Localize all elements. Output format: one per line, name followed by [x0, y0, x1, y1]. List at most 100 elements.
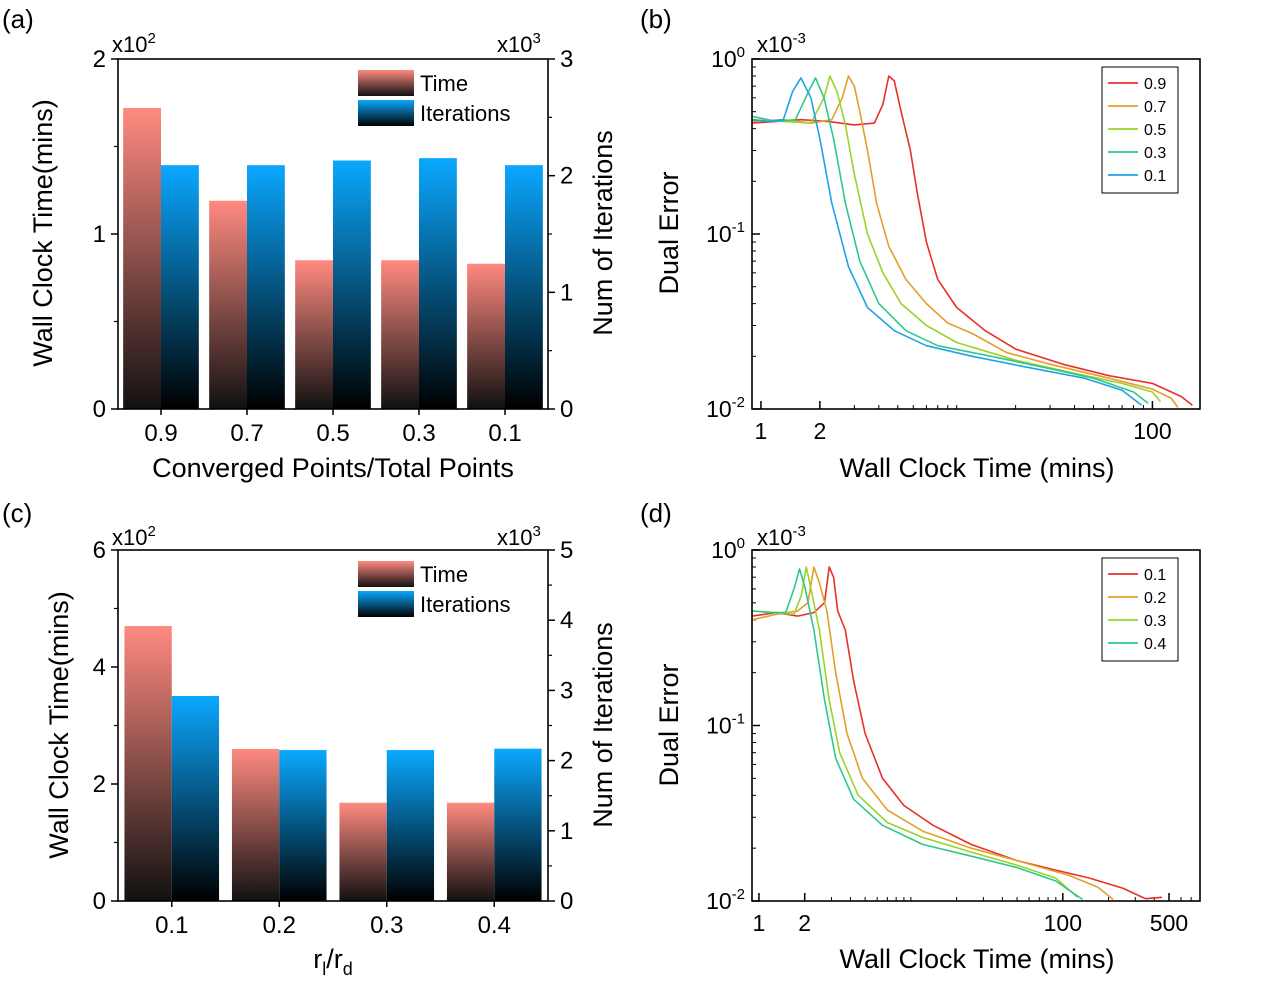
- bar-iterations-a-0: [161, 165, 199, 409]
- legend-swatch-iterations-c: [358, 591, 414, 617]
- y-axis-title-left-a: Wall Clock Time(mins): [28, 99, 58, 367]
- panel-a: (a) x102 x103 Wall Clock Time(mins) Num …: [2, 4, 618, 483]
- series-line-d-2: [751, 566, 1079, 898]
- panel-c: (c) x102 x103 Wall Clock Time(mins) Num …: [2, 498, 618, 979]
- panel-label-a: (a): [2, 4, 34, 34]
- legend-label-time-c: Time: [420, 562, 468, 587]
- y-axis-title-right-a: Num of Iterations: [588, 130, 618, 336]
- legend-label-d-1: 0.2: [1144, 590, 1166, 607]
- bar-time-a-2: [295, 260, 333, 409]
- y-tick-label-left-c: 6: [93, 537, 106, 564]
- legend-label-b-2: 0.5: [1144, 122, 1166, 139]
- y-tick-label-right-a: 1: [560, 279, 573, 306]
- panel-d: (d) x10-3 Dual Error Wall Clock Time (mi…: [640, 498, 1201, 974]
- x-tick-label-d: 1: [753, 910, 766, 936]
- y-tick-label-right-c: 3: [560, 677, 573, 704]
- legend-label-d-2: 0.3: [1144, 613, 1166, 630]
- y-tick-label-b: 10-1: [706, 219, 745, 247]
- y-tick-label-left-c: 4: [93, 654, 106, 681]
- legend-label-iterations-a: Iterations: [420, 101, 511, 126]
- multiplier-right-a: x103: [497, 30, 541, 57]
- series-line-b-3: [751, 77, 1149, 404]
- x-tick-label-a: 0.3: [402, 420, 435, 447]
- series-line-d-1: [751, 566, 1114, 901]
- multiplier-d: x10-3: [757, 523, 806, 550]
- legend-label-d-0: 0.1: [1144, 567, 1166, 584]
- y-tick-label-d: 100: [711, 535, 745, 563]
- plot-area-c: 0.1 0.2 0.3 0.4 0 2 4 6 0 1 2 3 4 5 Time Iterations: [93, 537, 574, 939]
- legend-label-time-a: Time: [420, 71, 468, 96]
- y-axis-title-d: Dual Error: [654, 663, 684, 786]
- y-tick-label-right-c: 4: [560, 607, 573, 634]
- y-axis-title-right-c: Num of Iterations: [588, 622, 618, 828]
- x-tick-label-a: 0.7: [230, 420, 263, 447]
- y-tick-label-b: 100: [711, 44, 745, 72]
- legend-label-d-3: 0.4: [1144, 636, 1166, 653]
- bar-iterations-c-1: [279, 750, 327, 901]
- y-tick-label-right-a: 3: [560, 46, 573, 73]
- bar-iterations-c-3: [494, 748, 542, 901]
- legend-label-b-4: 0.1: [1144, 168, 1166, 185]
- legend-label-b-1: 0.7: [1144, 99, 1166, 116]
- multiplier-right-c: x103: [497, 523, 541, 550]
- legend-label-b-0: 0.9: [1144, 76, 1166, 93]
- y-tick-label-right-a: 0: [560, 396, 573, 423]
- series-line-d-0: [751, 566, 1163, 900]
- panel-b: (b) x10-3 Dual Error Wall Clock Time (mi…: [640, 4, 1201, 483]
- legend-label-iterations-c: Iterations: [420, 592, 511, 617]
- bar-time-a-4: [467, 263, 505, 409]
- x-tick-label-d: 2: [798, 910, 811, 936]
- plot-area-b: 1 2 100 100 10-1 10-2 0.9 0.7 0.5 0.3 0.1: [706, 44, 1201, 444]
- bar-iterations-a-2: [333, 160, 371, 409]
- bar-iterations-c-0: [171, 696, 220, 901]
- x-tick-label-c: 0.3: [370, 912, 403, 939]
- bar-time-a-0: [123, 108, 161, 409]
- bar-iterations-a-1: [247, 165, 285, 409]
- y-tick-label-right-c: 1: [560, 818, 573, 845]
- x-tick-label-b: 1: [755, 418, 768, 444]
- x-tick-label-c: 0.2: [263, 912, 296, 939]
- y-tick-label-right-c: 5: [560, 537, 573, 564]
- x-axis-title-d: Wall Clock Time (mins): [839, 944, 1114, 974]
- panel-label-d: (d): [640, 498, 672, 528]
- x-tick-label-a: 0.5: [316, 420, 349, 447]
- x-tick-label-d: 500: [1150, 910, 1188, 936]
- y-tick-label-left-c: 2: [93, 771, 106, 798]
- multiplier-left-c: x102: [112, 523, 156, 550]
- y-tick-label-right-c: 2: [560, 748, 573, 775]
- bar-time-c-0: [124, 626, 172, 901]
- legend-box-b: [1101, 66, 1179, 194]
- bar-time-a-1: [209, 200, 247, 409]
- y-tick-label-left-c: 0: [93, 888, 106, 915]
- legend-label-b-3: 0.3: [1144, 145, 1166, 162]
- plot-area-d: 1 2 100 500 100 10-1 10-2 0.1 0.2 0.3 0.4: [706, 535, 1201, 936]
- bar-time-c-1: [231, 748, 280, 901]
- plot-area-a: 0.9 0.7 0.5 0.3 0.1 0 1 2 0 1 2 3 Time Iterations: [93, 46, 574, 447]
- x-tick-label-d: 100: [1044, 910, 1082, 936]
- bar-time-a-3: [381, 260, 419, 409]
- series-line-d-3: [751, 568, 1084, 901]
- multiplier-b: x10-3: [757, 30, 806, 57]
- bar-time-c-2: [339, 802, 387, 901]
- legend-swatch-time-a: [358, 70, 414, 96]
- y-tick-label-right-a: 2: [560, 163, 573, 190]
- multiplier-left-a: x102: [112, 30, 156, 57]
- y-tick-label-left-a: 0: [93, 396, 106, 423]
- legend-swatch-iterations-a: [358, 100, 414, 126]
- bar-iterations-c-2: [386, 750, 435, 901]
- legend-swatch-time-c: [358, 561, 414, 587]
- x-tick-label-a: 0.9: [144, 420, 177, 447]
- panel-label-b: (b): [640, 4, 672, 34]
- x-tick-label-b: 100: [1133, 418, 1171, 444]
- bar-time-c-3: [446, 802, 495, 901]
- y-tick-label-left-a: 2: [93, 46, 106, 73]
- x-tick-label-a: 0.1: [488, 420, 521, 447]
- y-tick-label-b: 10-2: [706, 394, 745, 422]
- y-tick-label-left-a: 1: [93, 221, 106, 248]
- series-line-b-1: [751, 75, 1179, 408]
- x-tick-label-c: 0.4: [478, 912, 511, 939]
- bar-iterations-a-4: [505, 165, 543, 409]
- panel-label-c: (c): [2, 498, 32, 528]
- x-tick-label-b: 2: [813, 418, 826, 444]
